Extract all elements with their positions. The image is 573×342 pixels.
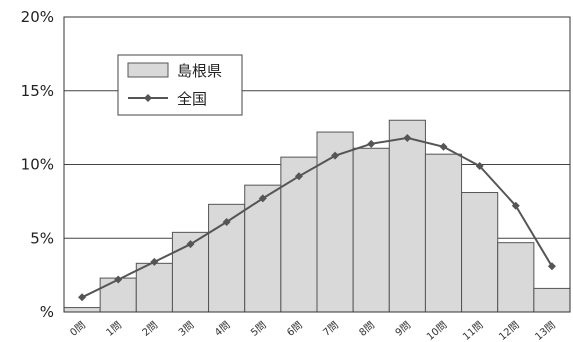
point-7	[331, 151, 340, 160]
bar-13	[533, 287, 571, 313]
point-1	[114, 275, 123, 284]
bar-2	[135, 262, 173, 313]
point-2	[150, 257, 159, 266]
x-tick-label: 5問	[248, 319, 268, 339]
point-0	[78, 293, 87, 302]
bar-1	[99, 277, 137, 313]
line-national	[81, 136, 553, 299]
x-tick-label: 12問	[497, 319, 522, 342]
x-tick-label: 7問	[321, 319, 341, 339]
point-5	[258, 194, 267, 203]
x-tick-label: 9問	[393, 319, 413, 339]
bar-8	[352, 147, 390, 313]
point-4	[222, 218, 231, 227]
y-axis-ticks: % 5% 10% 15% 20%	[21, 8, 54, 321]
point-13	[547, 262, 556, 271]
bar-series-shimane	[63, 119, 571, 313]
bar-11	[461, 192, 499, 313]
y-tick-label: %	[40, 303, 54, 321]
point-11	[475, 161, 484, 170]
y-tick-label: 15%	[21, 82, 54, 100]
point-12	[511, 201, 520, 210]
x-tick-label: 4問	[212, 319, 232, 339]
x-tick-label: 11問	[460, 319, 485, 342]
x-axis-ticks: 0問 1問 2問 3問 4問 5問 6問 7問 8問 9問 10問 11問 12問 13問	[68, 319, 558, 342]
x-tick-label: 0問	[68, 319, 88, 339]
plot-frame	[63, 16, 571, 313]
bar-6	[280, 156, 318, 313]
marker-series-national	[78, 133, 556, 302]
y-tick-label: 20%	[21, 8, 54, 26]
legend-line-label: 全国	[177, 90, 207, 108]
x-tick-label: 8問	[357, 319, 377, 339]
point-9	[403, 133, 412, 142]
bar-12	[497, 242, 535, 313]
x-tick-label: 10問	[424, 319, 449, 342]
point-8	[367, 139, 376, 148]
bar-10	[424, 153, 463, 313]
line-series-national	[81, 136, 553, 299]
x-tick-label: 3問	[176, 319, 196, 339]
y-tick-label: 5%	[30, 229, 54, 247]
legend-bar-label: 島根県	[177, 62, 222, 80]
bar-5	[244, 184, 282, 313]
legend: 島根県 全国	[117, 54, 243, 116]
point-3	[186, 240, 195, 249]
x-tick-label: 6問	[285, 319, 305, 339]
x-tick-label: 13問	[533, 319, 558, 342]
point-10	[439, 142, 448, 151]
y-tick-label: 10%	[21, 156, 54, 174]
x-tick-label: 1問	[104, 319, 124, 339]
x-tick-label: 2問	[140, 319, 160, 339]
bar-9	[388, 119, 426, 313]
legend-line-marker	[144, 94, 152, 102]
point-6	[294, 172, 303, 181]
legend-bar-swatch	[127, 62, 169, 78]
bar-0	[63, 307, 101, 313]
